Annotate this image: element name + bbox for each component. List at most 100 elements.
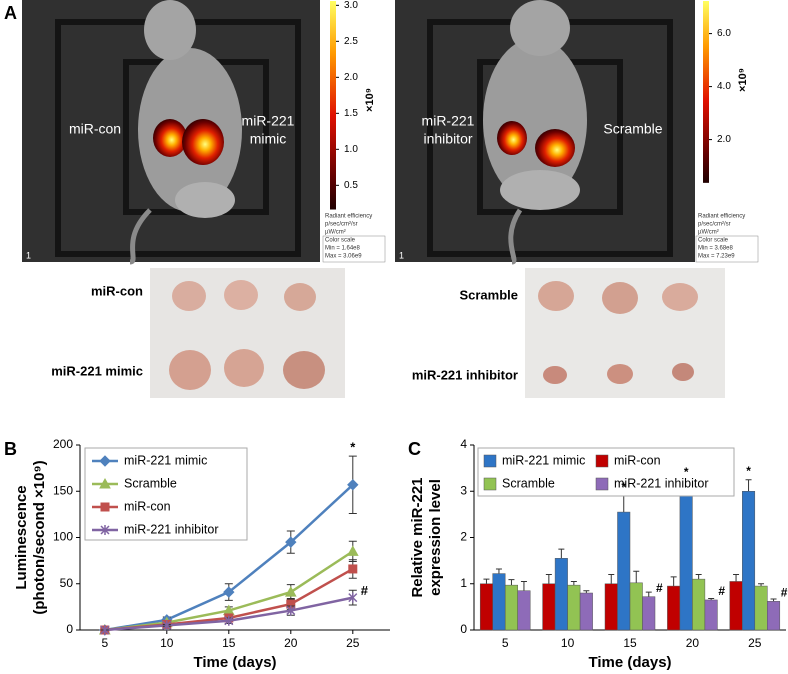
y-tick-label: 200 [53, 437, 73, 451]
bar [579, 592, 593, 631]
error-bar [770, 598, 777, 602]
imaging-photo [22, 0, 320, 265]
bar [504, 584, 518, 631]
bar [542, 583, 556, 631]
colorbar-tick-label: 1.0 [344, 144, 358, 155]
y-tick-label: 50 [60, 576, 74, 590]
tumor-label: miR-221 inhibitor [412, 367, 518, 382]
image-id: 1 [26, 250, 31, 260]
error-bar [670, 576, 677, 587]
scale-legend-box [695, 235, 759, 263]
image-label: Scramble [603, 121, 662, 137]
colorbar-tick-label: 6.0 [717, 28, 731, 39]
marker [347, 479, 359, 491]
error-bar [608, 574, 615, 584]
bar [517, 590, 531, 631]
error-bar [570, 580, 577, 586]
marker [100, 625, 110, 635]
x-axis-title: Time (days) [193, 654, 276, 671]
marker [100, 502, 110, 512]
colorbar [703, 1, 709, 183]
error-bar [758, 583, 765, 587]
annotation: * [746, 464, 751, 478]
x-tick-label: 10 [561, 636, 575, 650]
error-bar [745, 479, 752, 492]
x-tick-label: 25 [346, 636, 360, 650]
imaging-photo [395, 0, 695, 265]
scale-legend-text: p/sec/cm²/sr [698, 222, 731, 228]
marker [285, 536, 297, 548]
tumor-label: Scramble [459, 287, 518, 302]
marker [348, 564, 358, 574]
colorbar-tick-label: 0.5 [344, 180, 358, 191]
annotation: * [621, 480, 626, 494]
y-tick-label: 1 [460, 576, 467, 590]
image-label: miR-221 [422, 113, 475, 129]
x-tick-label: 15 [623, 636, 637, 650]
tumor-label: miR-con [91, 283, 143, 298]
legend-label: Scramble [502, 476, 555, 490]
bar [742, 491, 756, 631]
annotation: # [718, 584, 725, 598]
scale-legend-text: Max = 3.06e9 [325, 254, 362, 260]
annotation: # [781, 585, 788, 599]
scale-legend-text: Color scale [698, 238, 729, 244]
y-tick-label: 100 [53, 530, 73, 544]
y-tick-label: 150 [53, 483, 73, 497]
scale-legend-text: Max = 7.23e9 [698, 254, 735, 260]
y-axis-title: Luminescence [13, 485, 30, 589]
image-label: mimic [250, 131, 287, 147]
scale-legend-text: Min = 1.64e8 [325, 246, 361, 252]
x-tick-label: 5 [101, 636, 108, 650]
legend-label: miR-con [124, 499, 171, 513]
marker [99, 455, 111, 467]
error-bar [483, 578, 490, 584]
y-axis-title: Relative miR-221 [409, 477, 426, 597]
annotation: # [656, 581, 663, 595]
y-axis-title: expression level [427, 479, 444, 596]
bar [754, 585, 768, 631]
tumor-photo [150, 268, 725, 398]
bar [479, 583, 493, 631]
marker [99, 477, 111, 489]
error-bar [545, 574, 552, 584]
scale-legend-text: p/sec/cm²/sr [325, 222, 358, 228]
marker [348, 592, 358, 603]
bar [667, 585, 681, 631]
legend-label: miR-221 mimic [502, 453, 585, 467]
image-label: miR-221 [242, 113, 295, 129]
annotation: # [361, 583, 369, 598]
y-axis-title: (photon/second ×10⁹) [31, 460, 48, 614]
legend-box [84, 447, 248, 541]
scale-legend-text: µW/cm² [698, 230, 719, 236]
x-tick-label: 10 [160, 636, 174, 650]
panel-label: A [4, 3, 17, 23]
marker [100, 525, 110, 535]
error-bar [645, 591, 652, 597]
colorbar-unit: ×10⁹ [364, 88, 376, 112]
marker [223, 586, 235, 598]
legend-swatch [595, 477, 609, 491]
bar [554, 558, 568, 631]
colorbar-tick-label: 2.5 [344, 36, 358, 47]
scale-legend-text: Radiant efficiency [698, 214, 745, 220]
legend-swatch [595, 454, 609, 468]
error-bar [733, 574, 740, 582]
bar [492, 573, 506, 631]
marker [162, 620, 172, 631]
error-bar [633, 570, 640, 583]
colorbar-unit: ×10⁹ [737, 68, 749, 92]
bar [642, 596, 656, 631]
marker [346, 545, 359, 556]
legend-label: miR-con [614, 453, 661, 467]
error-bar [520, 580, 527, 591]
legend-swatch [483, 454, 497, 468]
image-label: miR-con [69, 121, 121, 137]
image-id: 1 [399, 250, 404, 260]
x-axis-title: Time (days) [588, 654, 671, 671]
annotation: * [684, 465, 689, 479]
annotation: * [350, 440, 356, 455]
bar [617, 511, 631, 631]
error-bar [695, 574, 702, 580]
